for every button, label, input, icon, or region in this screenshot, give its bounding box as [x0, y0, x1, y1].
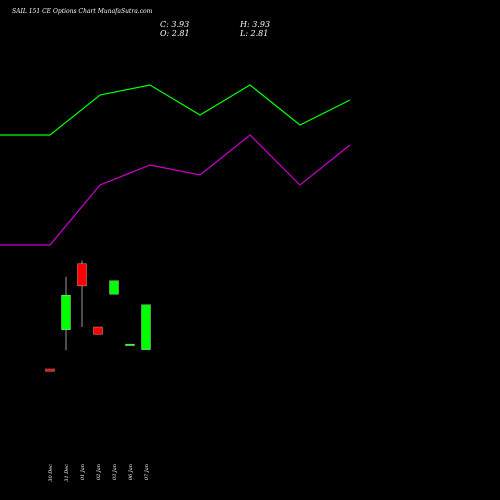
candle-body [141, 304, 151, 350]
candle-body [93, 326, 103, 335]
x-tick-label: 01 Jan [80, 464, 86, 480]
overlay-line-1 [0, 84, 351, 136]
x-tick-label: 03 Jan [112, 464, 118, 480]
overlay-line-2 [0, 134, 351, 246]
candle-body [77, 263, 87, 287]
low-value: L: 2.81 [240, 29, 269, 38]
high-value: H: 3.93 [240, 20, 271, 29]
x-tick-label: 30 Dec [48, 464, 54, 482]
open-value: O: 2.81 [160, 29, 190, 38]
candle-body [61, 295, 71, 330]
candles [45, 260, 151, 372]
close-value: C: 3.93 [160, 20, 190, 29]
candle-body [109, 280, 119, 295]
x-axis-ticks: 30 Dec 31 Dec 01 Jan 02 Jan 03 Jan 06 Jan 07 J… [48, 464, 150, 482]
chart-title: SAIL 151 CE Options Chart MunafaSutra.co… [12, 8, 153, 15]
candle-body [125, 343, 135, 346]
overlay-lines [0, 84, 351, 246]
x-tick-label: 06 Jan [128, 464, 134, 480]
x-tick-label: 07 Jan [144, 464, 150, 480]
candle-body [45, 368, 55, 372]
x-tick-label: 31 Dec [64, 464, 70, 482]
x-tick-label: 02 Jan [96, 464, 102, 480]
